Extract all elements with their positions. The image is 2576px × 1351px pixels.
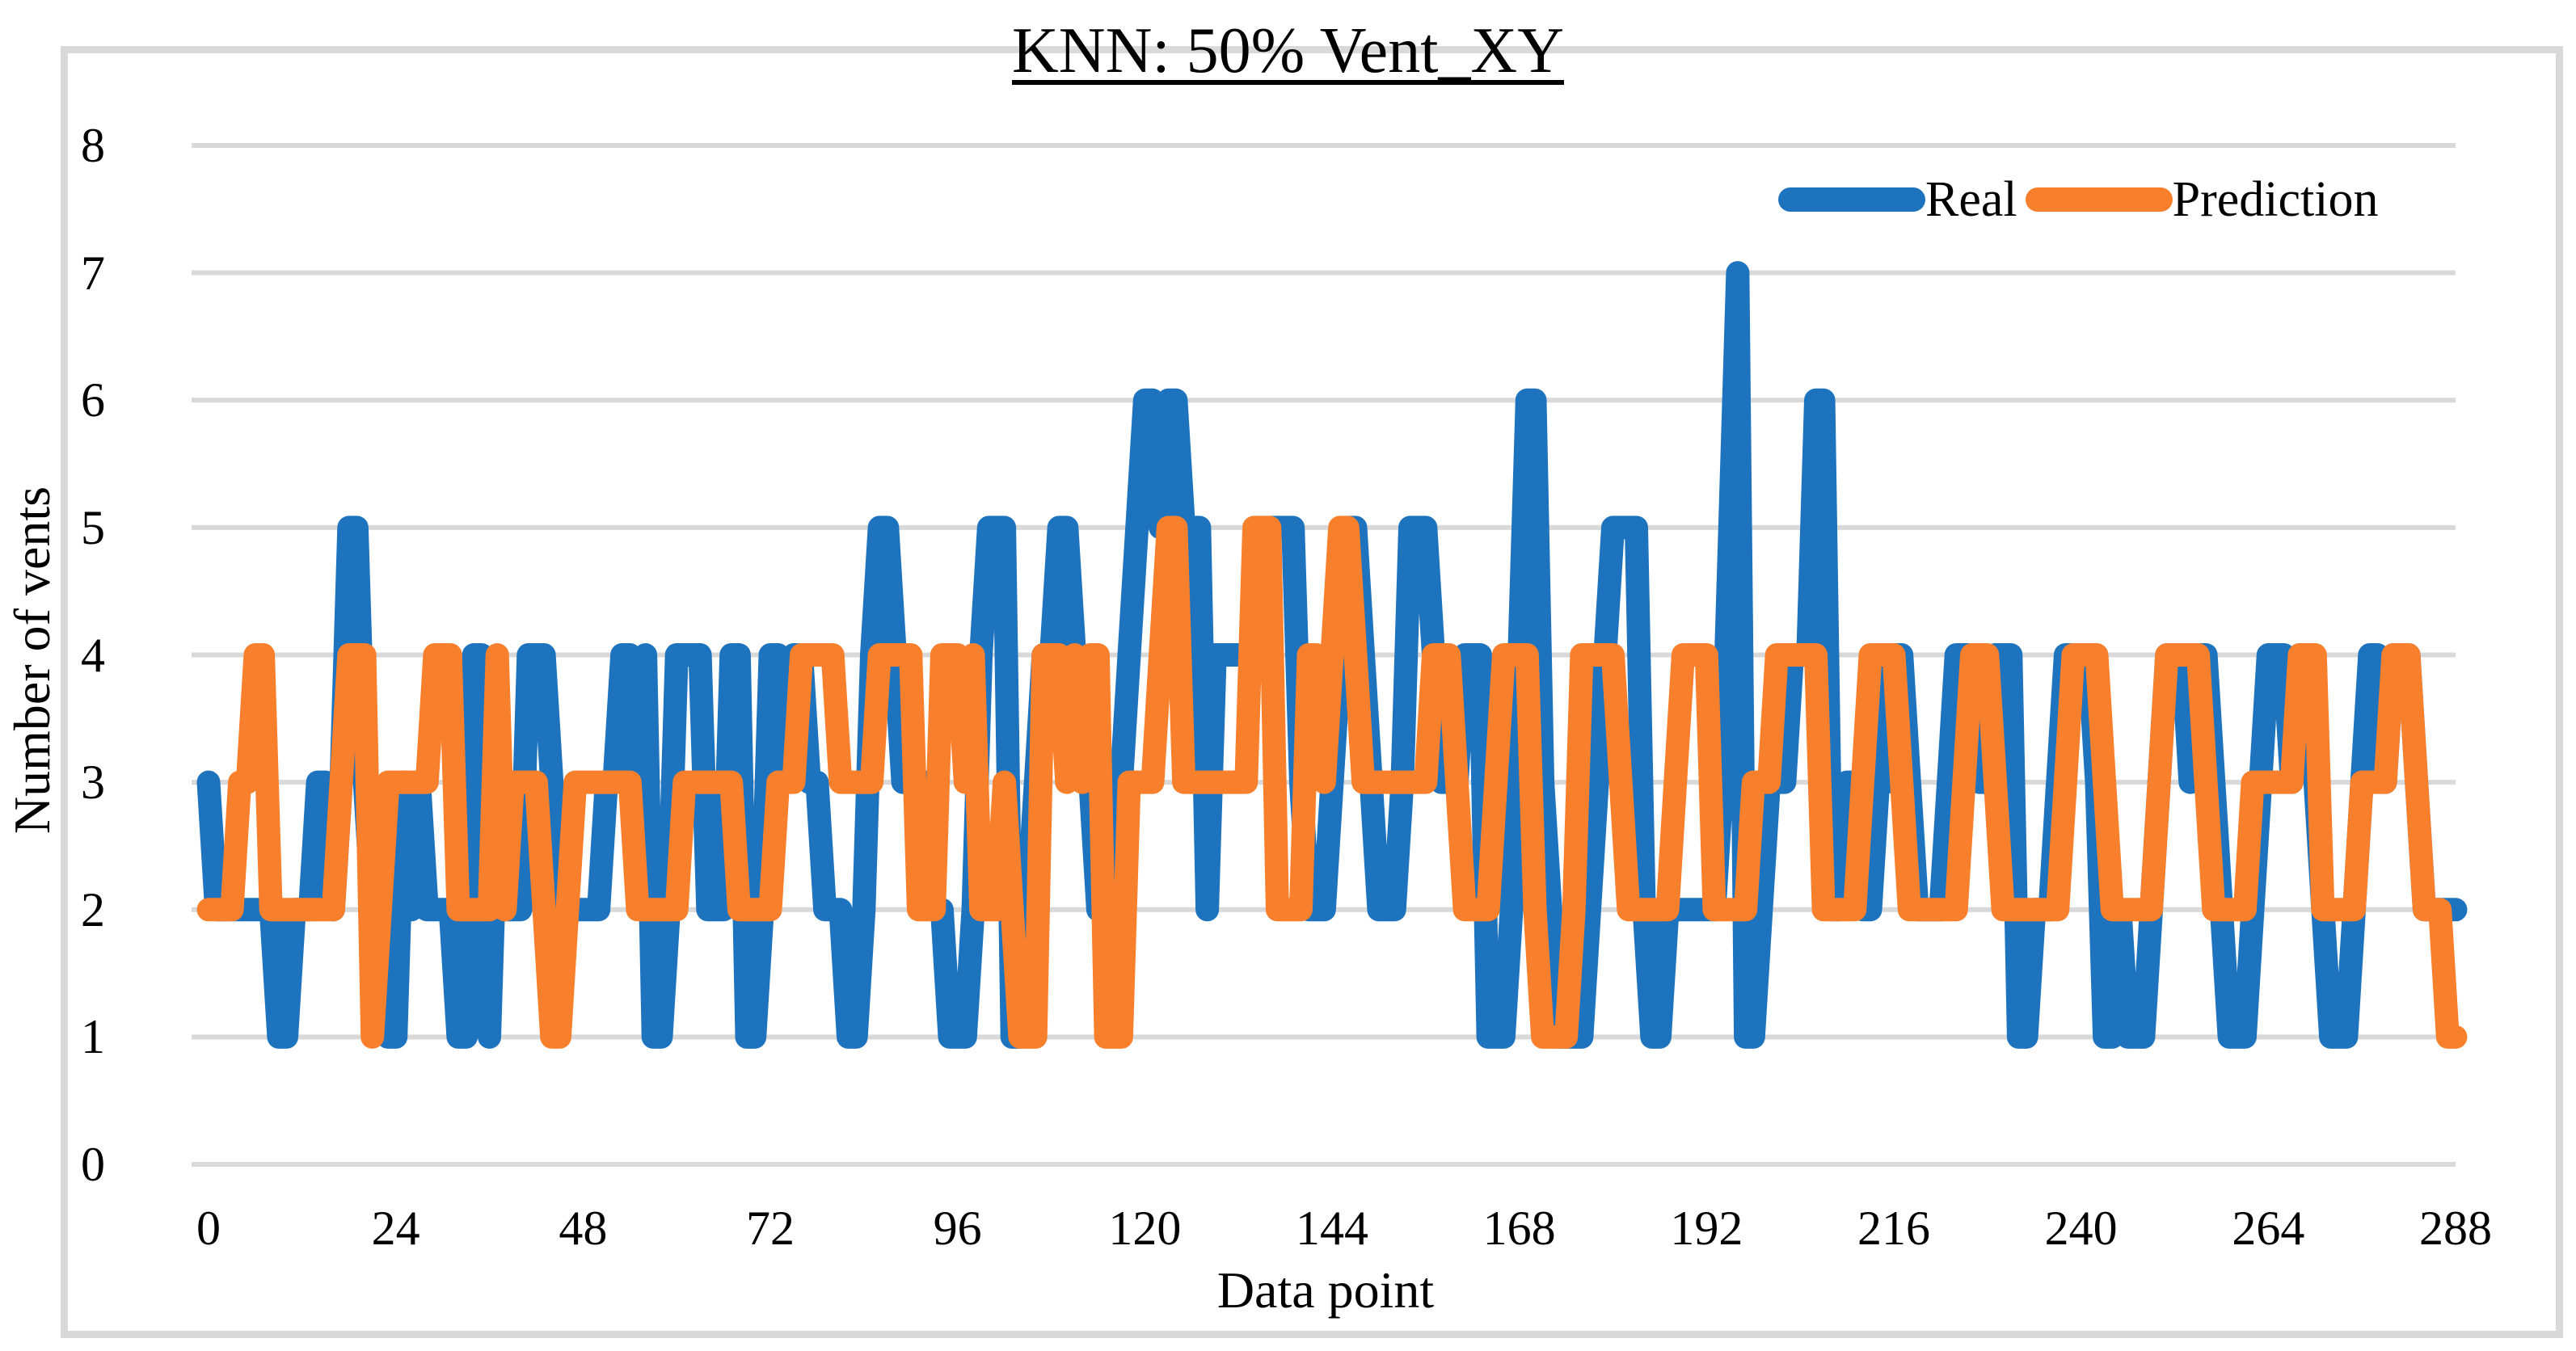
x-tick-label-192: 192 bbox=[1670, 1202, 1743, 1255]
x-axis-title: Data point bbox=[1216, 1261, 1435, 1319]
legend-label-real: Real bbox=[1925, 172, 2017, 227]
y-tick-label-5: 5 bbox=[81, 500, 105, 554]
y-tick-label-1: 1 bbox=[81, 1010, 105, 1064]
x-tick-label-24: 24 bbox=[371, 1202, 420, 1255]
x-tick-label-120: 120 bbox=[1108, 1202, 1182, 1255]
figure-border bbox=[61, 46, 2563, 1338]
prediction-line-swatch bbox=[2025, 187, 2173, 212]
y-axis-title: Number of vents bbox=[3, 486, 61, 835]
x-tick-label-96: 96 bbox=[933, 1202, 982, 1255]
legend-item-real: Real bbox=[1778, 175, 2017, 225]
x-tick-label-240: 240 bbox=[2044, 1202, 2118, 1255]
x-tick-label-72: 72 bbox=[746, 1202, 795, 1255]
y-tick-label-8: 8 bbox=[81, 119, 105, 172]
x-tick-label-216: 216 bbox=[1857, 1202, 1930, 1255]
x-tick-label-0: 0 bbox=[196, 1202, 221, 1255]
x-tick-label-264: 264 bbox=[2232, 1202, 2305, 1255]
legend-item-prediction: Prediction bbox=[2025, 172, 2379, 227]
legend-label-prediction: Prediction bbox=[2172, 172, 2379, 227]
y-tick-label-6: 6 bbox=[81, 373, 105, 427]
x-tick-label-168: 168 bbox=[1482, 1202, 1556, 1255]
chart-title: KNN: 50% Vent_XY bbox=[1012, 15, 1564, 86]
x-tick-label-144: 144 bbox=[1296, 1202, 1368, 1255]
y-tick-label-7: 7 bbox=[81, 246, 105, 300]
y-tick-label-3: 3 bbox=[81, 755, 105, 810]
y-tick-label-0: 0 bbox=[81, 1138, 105, 1191]
real-line-swatch bbox=[1778, 187, 1925, 212]
y-tick-label-4: 4 bbox=[81, 628, 105, 682]
legend: Real Prediction bbox=[1778, 171, 2378, 228]
x-tick-label-48: 48 bbox=[559, 1202, 608, 1255]
x-tick-label-288: 288 bbox=[2419, 1202, 2492, 1255]
y-tick-label-2: 2 bbox=[81, 882, 105, 936]
prediction-series-line bbox=[196, 516, 2468, 1049]
